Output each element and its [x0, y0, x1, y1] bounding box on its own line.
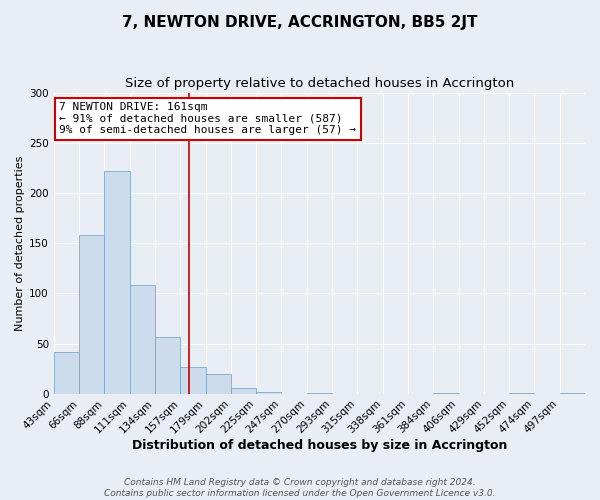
Text: Contains HM Land Registry data © Crown copyright and database right 2024.
Contai: Contains HM Land Registry data © Crown c…: [104, 478, 496, 498]
X-axis label: Distribution of detached houses by size in Accrington: Distribution of detached houses by size …: [132, 440, 507, 452]
Bar: [180, 366, 206, 394]
Bar: [433, 392, 458, 394]
Bar: [130, 286, 155, 394]
Bar: [256, 392, 281, 394]
Bar: [206, 374, 231, 394]
Bar: [104, 171, 130, 394]
Bar: [307, 392, 332, 394]
Text: 7 NEWTON DRIVE: 161sqm
← 91% of detached houses are smaller (587)
9% of semi-det: 7 NEWTON DRIVE: 161sqm ← 91% of detached…: [59, 102, 356, 136]
Title: Size of property relative to detached houses in Accrington: Size of property relative to detached ho…: [125, 78, 514, 90]
Bar: [231, 388, 256, 394]
Bar: [509, 392, 535, 394]
Text: 7, NEWTON DRIVE, ACCRINGTON, BB5 2JT: 7, NEWTON DRIVE, ACCRINGTON, BB5 2JT: [122, 15, 478, 30]
Bar: [54, 352, 79, 394]
Bar: [79, 236, 104, 394]
Y-axis label: Number of detached properties: Number of detached properties: [15, 156, 25, 331]
Bar: [155, 336, 180, 394]
Bar: [560, 392, 585, 394]
